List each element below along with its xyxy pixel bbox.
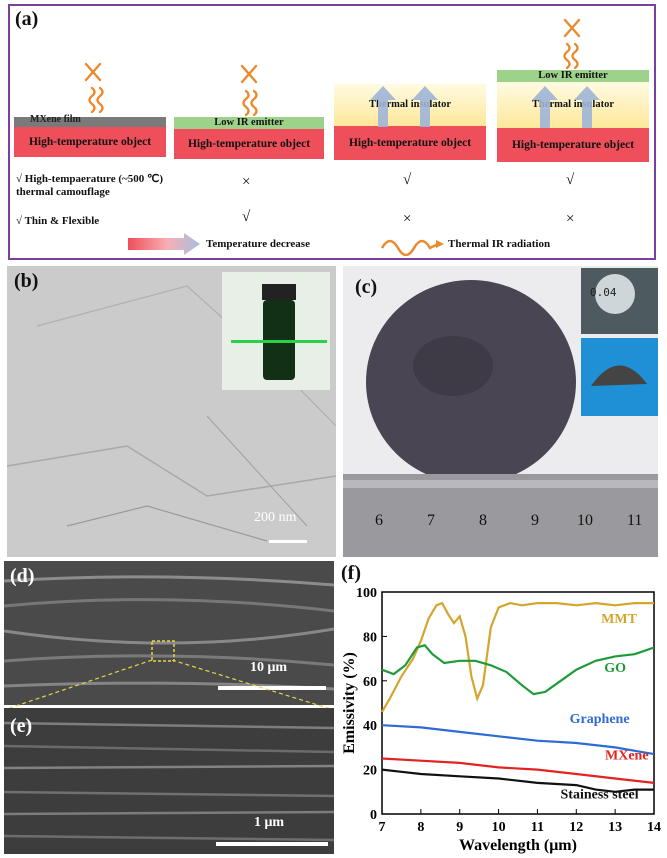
mxene-film-label: MXene film [30, 114, 81, 125]
legend-thermal-ir: Thermal IR radiation [448, 238, 551, 250]
insulator-arrow-icon [370, 86, 600, 128]
ruler-tick: 7 [427, 512, 435, 529]
series-label: MMT [601, 612, 637, 627]
row2-label: √ Thin & Flexible [16, 215, 100, 227]
legend-temperature-decrease: Temperature decrease [206, 238, 310, 250]
thermal-insulator-3: Thermal insulator [334, 84, 486, 126]
y-tick-label: 60 [363, 675, 377, 690]
ruler-tick: 6 [375, 512, 383, 529]
panel-e-scale: 1 μm [254, 815, 285, 830]
x-tick-label: 13 [608, 820, 622, 835]
thermal-ir-wave-icon [380, 239, 439, 256]
temperature-decrease-arrow-icon [128, 233, 200, 255]
panel-b-tem-image [7, 266, 336, 557]
sem-layers-e-svg [4, 708, 334, 854]
row2-mark-col4: × [566, 211, 575, 227]
ruler-tick: 8 [479, 512, 487, 529]
zoom-connector-svg [3, 660, 335, 711]
x-tick-label: 9 [456, 820, 463, 835]
row2-mark-col3: × [403, 211, 412, 227]
series-line-graphene [381, 724, 655, 756]
panel-d-label: (d) [10, 565, 35, 587]
y-axis-label: Emissivity (%) [341, 652, 358, 754]
row1-mark-col4: √ [566, 172, 575, 188]
series-line-stainess-steel [381, 768, 654, 793]
gauge-readout: 0.04 [590, 286, 617, 299]
y-tick-label: 80 [363, 630, 377, 645]
ruler-tick-labels: 6 7 8 9 10 11 [375, 512, 642, 530]
tem-texture-svg [7, 266, 336, 557]
photo-film-svg [343, 266, 658, 557]
ruler-tick: 11 [627, 512, 643, 529]
panel-b-scale: 200 nm [254, 510, 297, 525]
panel-a-legend-svg [128, 233, 444, 256]
y-tick-label: 100 [356, 586, 377, 601]
x-tick-label: 10 [492, 820, 506, 835]
panel-a-label: (a) [15, 8, 39, 30]
panel-d-scale: 10 μm [250, 660, 288, 675]
sem-layers-d-svg [4, 561, 334, 705]
panel-c-photo [343, 266, 658, 557]
x-tick-label: 7 [379, 820, 386, 835]
panel-e-label: (e) [10, 715, 33, 737]
series-label: Graphene [570, 712, 630, 727]
row1-mark-col3: √ [403, 172, 412, 188]
low-ir-emitter-2: Low IR emitter [174, 117, 324, 129]
x-tick-label: 12 [569, 820, 583, 835]
y-tick-label: 40 [363, 719, 377, 734]
panel-a-arrows-svg [84, 18, 600, 128]
series-label: Stainess steel [561, 787, 639, 802]
row2-mark-col2: √ [242, 209, 251, 225]
thermal-insulator-4: Thermal insulator [497, 82, 649, 128]
panel-f-label: (f) [341, 562, 361, 584]
series-line-mmt [381, 601, 654, 713]
x-tick-label: 8 [417, 820, 424, 835]
panel-c-label: (c) [355, 276, 378, 298]
x-axis-label: Wavelength (μm) [459, 837, 577, 854]
row1-label-line2: thermal camouflage [16, 186, 110, 198]
panel-e-sem-image [4, 708, 334, 854]
row1-mark-col2: × [242, 174, 251, 190]
series-label: GO [604, 661, 626, 676]
plot-frame [381, 591, 655, 815]
hot-object-3: High-temperature object [334, 126, 486, 160]
y-tick-label: 0 [370, 808, 377, 823]
series-line-mxene [381, 757, 655, 784]
hot-object-2: High-temperature object [174, 129, 324, 159]
x-tick-label: 11 [531, 820, 544, 835]
panel-b-label: (b) [14, 270, 39, 292]
x-tick-label: 14 [647, 820, 661, 835]
hot-object-1: High-temperature object [14, 127, 166, 157]
low-ir-emitter-4: Low IR emitter [497, 70, 649, 82]
panel-d-sem-image [4, 561, 334, 705]
y-tick-label: 20 [363, 764, 377, 779]
emissivity-chart: 7 8 9 10 11 12 13 14 0 20 40 60 80 100 Wavelength (μm)… [341, 586, 661, 854]
ir-radiation-icon [84, 18, 581, 117]
ruler-tick: 9 [531, 512, 539, 529]
row1-label-line1: √ High-tempaerature (~500 ℃) [16, 173, 164, 185]
hot-object-4: High-temperature object [497, 128, 649, 162]
series-label: MXene [605, 749, 649, 764]
series-line-go [381, 644, 655, 696]
ruler-tick: 10 [577, 512, 593, 529]
mxene-film-layer [14, 117, 166, 127]
